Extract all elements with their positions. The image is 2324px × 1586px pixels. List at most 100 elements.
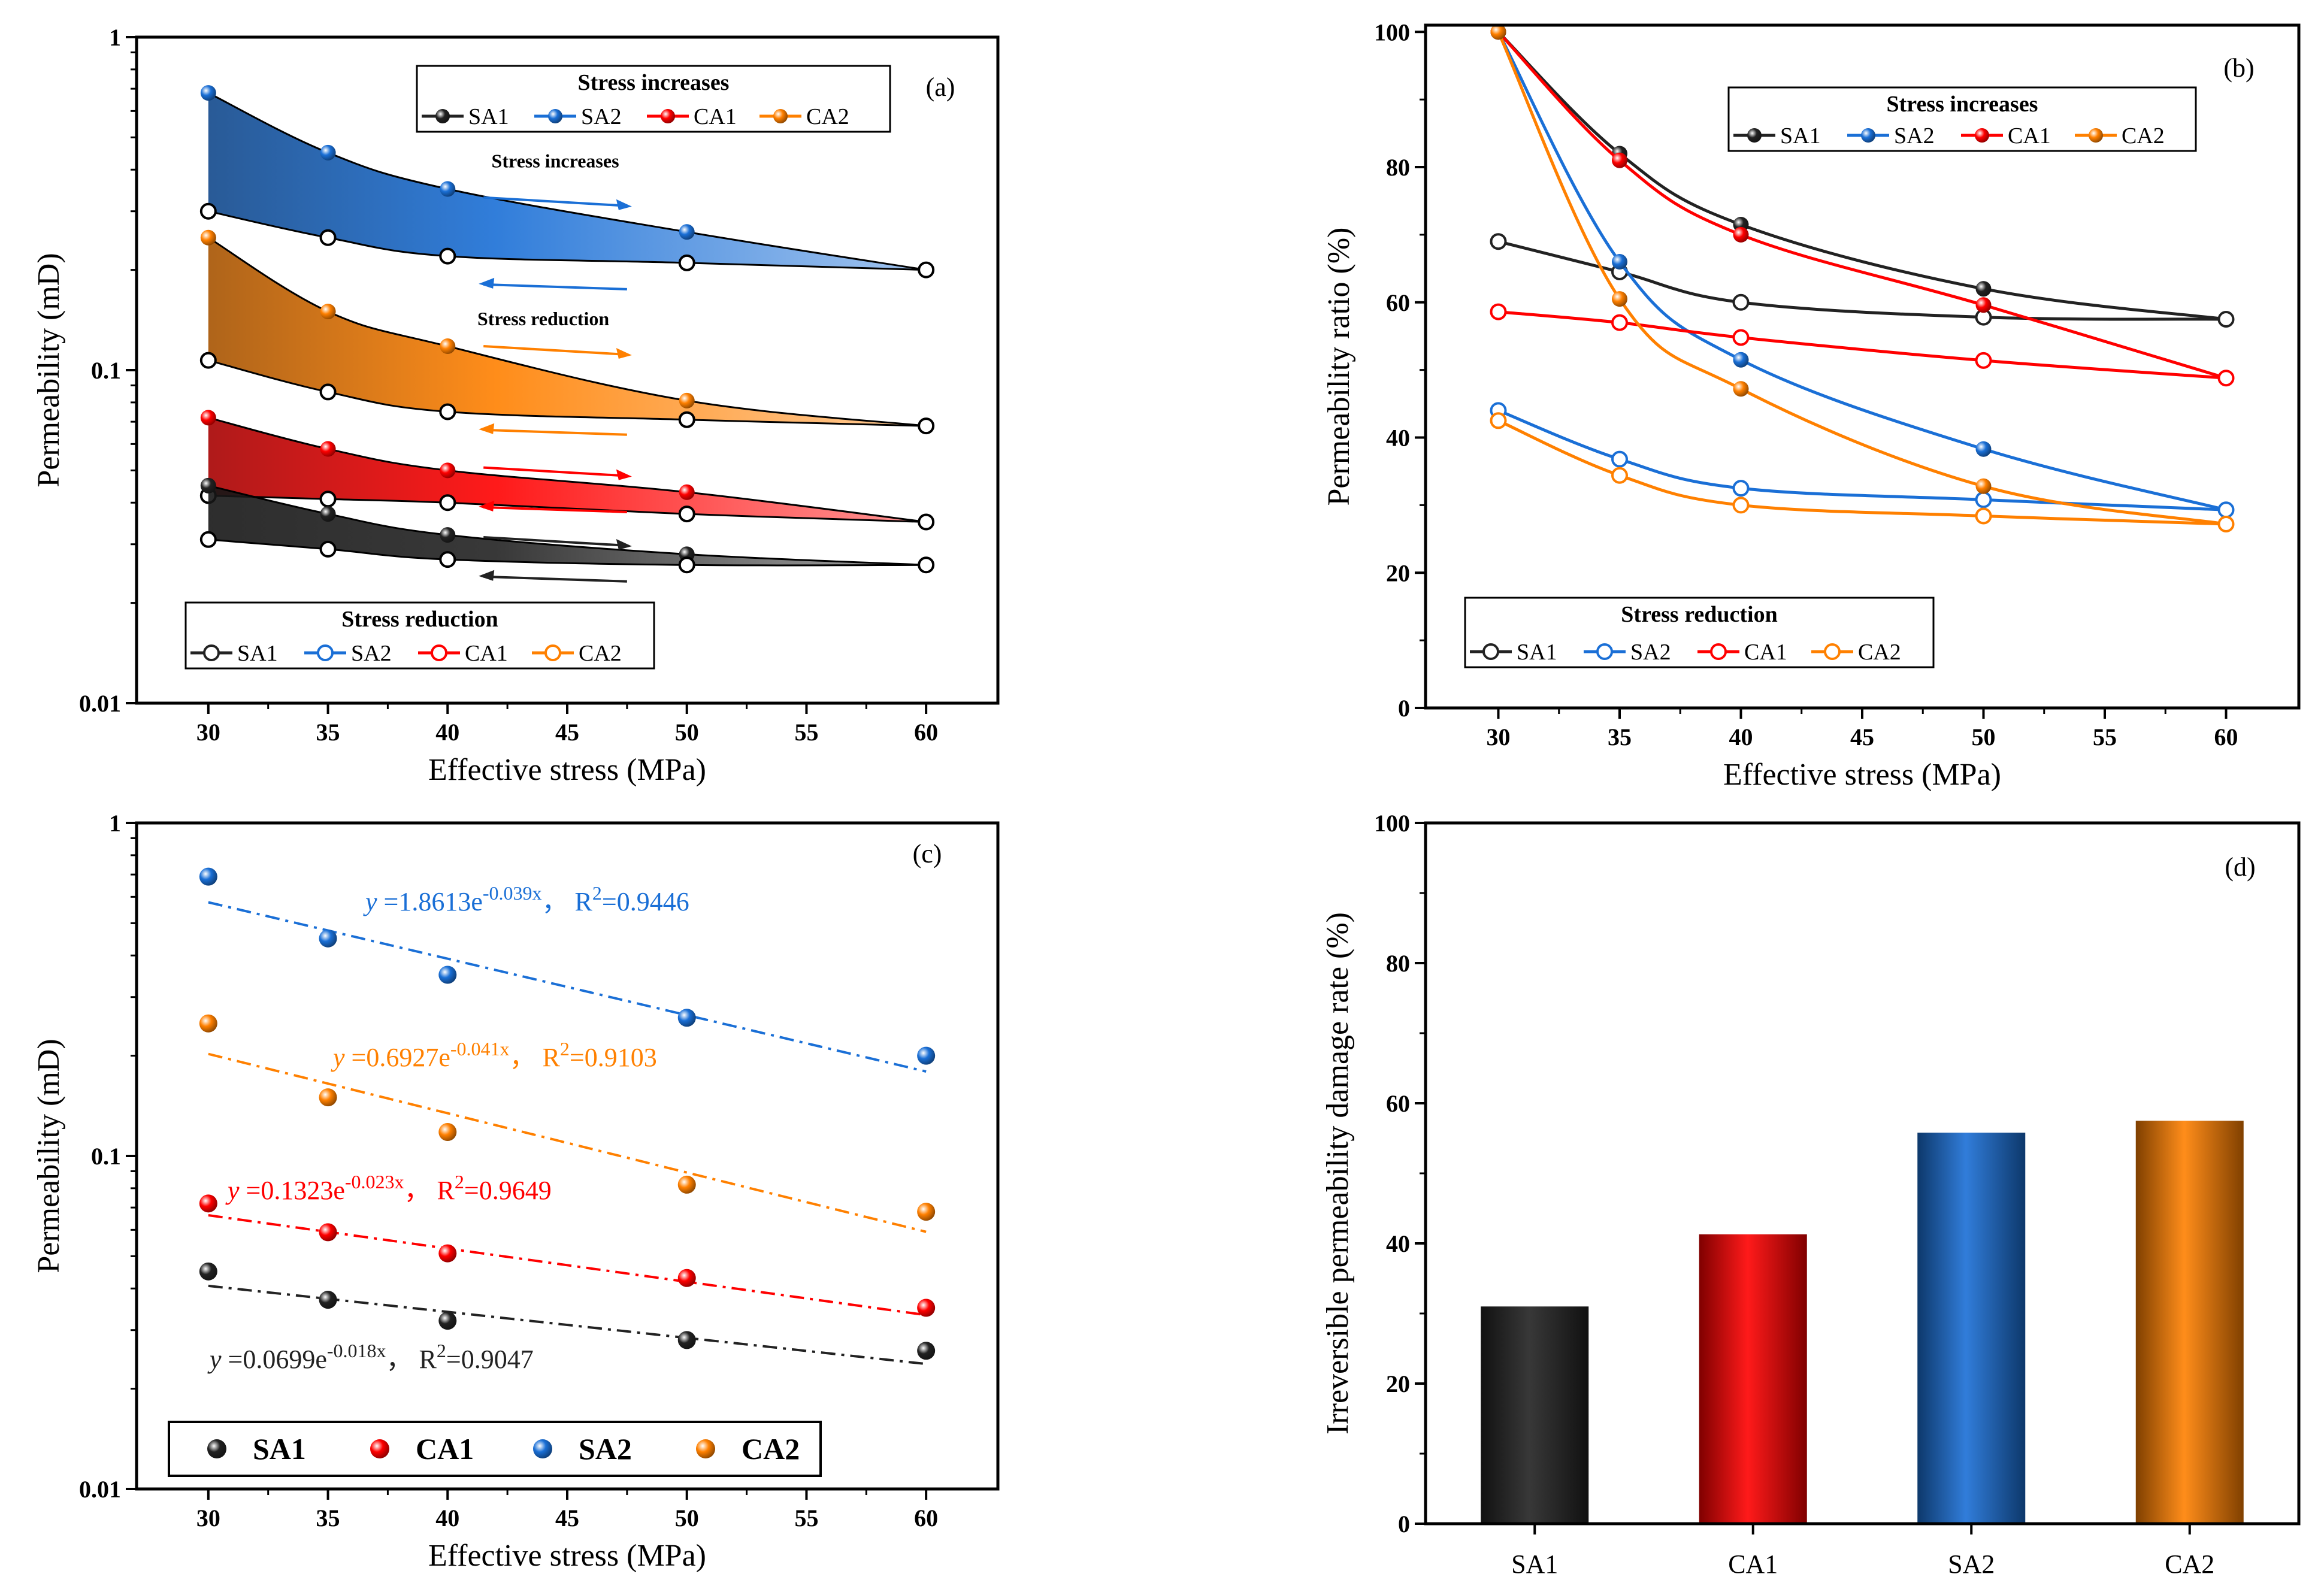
ca1-marker [319,1223,337,1242]
hollow-marker [1710,643,1727,660]
sa2-marker [917,1046,936,1065]
y-tick-label: 80 [1386,154,1410,181]
sa2-bar [1917,1133,2026,1524]
ca1-marker [200,410,216,426]
ca2-marker [773,109,788,123]
ca1-fit-line [208,1214,927,1316]
x-tick-label: 40 [435,719,459,746]
x-tick-label: 55 [794,719,818,746]
sa2-marker [438,965,457,984]
arrow-head [616,348,632,359]
legend-label: CA1 [2008,123,2051,149]
legend-label: CA2 [579,641,622,666]
legend-label: SA2 [581,104,622,129]
ca2-marker [199,1014,217,1033]
y-tick-label: 0.1 [91,357,121,384]
sa2-marker [1975,441,1992,457]
legend-label: CA1 [694,104,737,129]
ca1-hysteresis-area [208,417,927,522]
x-tick-label: 45 [555,1505,579,1531]
hollow-marker [918,513,935,531]
x-tick-label: 40 [1729,724,1753,750]
equation-part: y [363,887,377,916]
hollow-marker [1611,450,1628,468]
y-tick-label: 20 [1386,1370,1410,1397]
hollow-marker [918,417,935,435]
hollow-marker [1732,293,1750,311]
sa2-marker [679,224,695,240]
ca1-marker [1733,226,1749,243]
hollow-marker [918,556,935,574]
x-tick-label: 50 [675,1505,699,1531]
legend-title: Stress increases [1887,92,2038,117]
arrow-label-increase: Stress increases [492,150,619,172]
x-tick-label: 55 [794,1505,818,1531]
legend-label: SA1 [1517,640,1557,665]
x-axis-label: Effective stress (MPa) [428,753,706,787]
y-tick-label: 0 [1398,695,1410,722]
hollow-marker [439,551,456,568]
ca1-marker [1612,152,1627,168]
hollow-marker [1975,507,1992,525]
y-axis-label: Permeability ratio (%) [1322,228,1356,506]
hollow-marker [678,506,695,523]
ca2-marker [200,229,216,246]
ca1-marker [1975,128,1989,143]
x-tick-label: CA2 [2165,1549,2214,1579]
y-tick-label: 1 [109,810,121,837]
x-tick-label: CA1 [1728,1549,1778,1579]
equation-part: =0.0699e [222,1345,327,1374]
hollow-marker [2217,370,2235,387]
x-tick-label: SA1 [1511,1549,1558,1579]
y-tick-label: 0.01 [79,690,121,717]
sa2-marker [199,867,217,886]
sa1-marker [435,109,450,123]
x-tick-label: 30 [196,719,220,746]
legend-box [1464,597,1935,668]
hollow-marker [203,644,220,661]
equation-part: ， R [386,1345,437,1374]
sa1-increase-line [208,485,927,566]
hollow-marker [1490,303,1507,320]
y-tick-label: 1 [109,24,121,51]
arrow-label-reduction: Stress reduction [477,308,609,329]
sa1-reduction-line [208,538,927,567]
equation-part: y [331,1043,345,1072]
sa2-hysteresis-area [208,93,927,270]
sa1-bar [1481,1306,1589,1524]
sa2-reduction-line [1497,409,2226,511]
equation-part: ， R [510,1043,561,1072]
equation-part: 2 [455,1171,464,1192]
x-tick-label: 60 [2214,724,2238,750]
hollow-marker [1482,643,1499,660]
arrow-head [616,199,632,210]
ca2-hysteresis-area [208,237,927,426]
equation-part: 2 [437,1340,446,1361]
ca1-marker [199,1194,217,1213]
sa2-marker [440,181,456,197]
hollow-marker [2217,501,2235,519]
legend-label: SA2 [351,641,392,666]
hollow-marker [317,644,334,661]
equation-part: -0.018x [327,1340,386,1361]
equation-part: 2 [592,882,602,904]
sa1-increase-line [1497,31,2226,321]
sa1-marker [199,1262,217,1281]
x-tick-label: SA2 [1948,1549,1995,1579]
arrow-head [616,538,632,550]
sa2-marker [1612,254,1627,270]
sa2-marker [1733,352,1749,368]
hollow-marker [431,644,447,661]
ca1-marker [440,462,456,479]
sa1-marker [207,1439,226,1458]
y-axis-label: Permeability (mD) [32,1039,66,1273]
arrow-head [479,277,495,289]
ca1-increase-line [208,416,927,523]
x-tick-label: 35 [316,1505,340,1531]
legend-label: SA1 [1780,123,1821,149]
panel-label: (d) [2225,852,2255,882]
ca2-fit-equation: y =0.6927e-0.041x， R2=0.9103 [331,1038,657,1072]
y-tick-label: 40 [1386,425,1410,452]
increase-arrow [483,535,627,547]
